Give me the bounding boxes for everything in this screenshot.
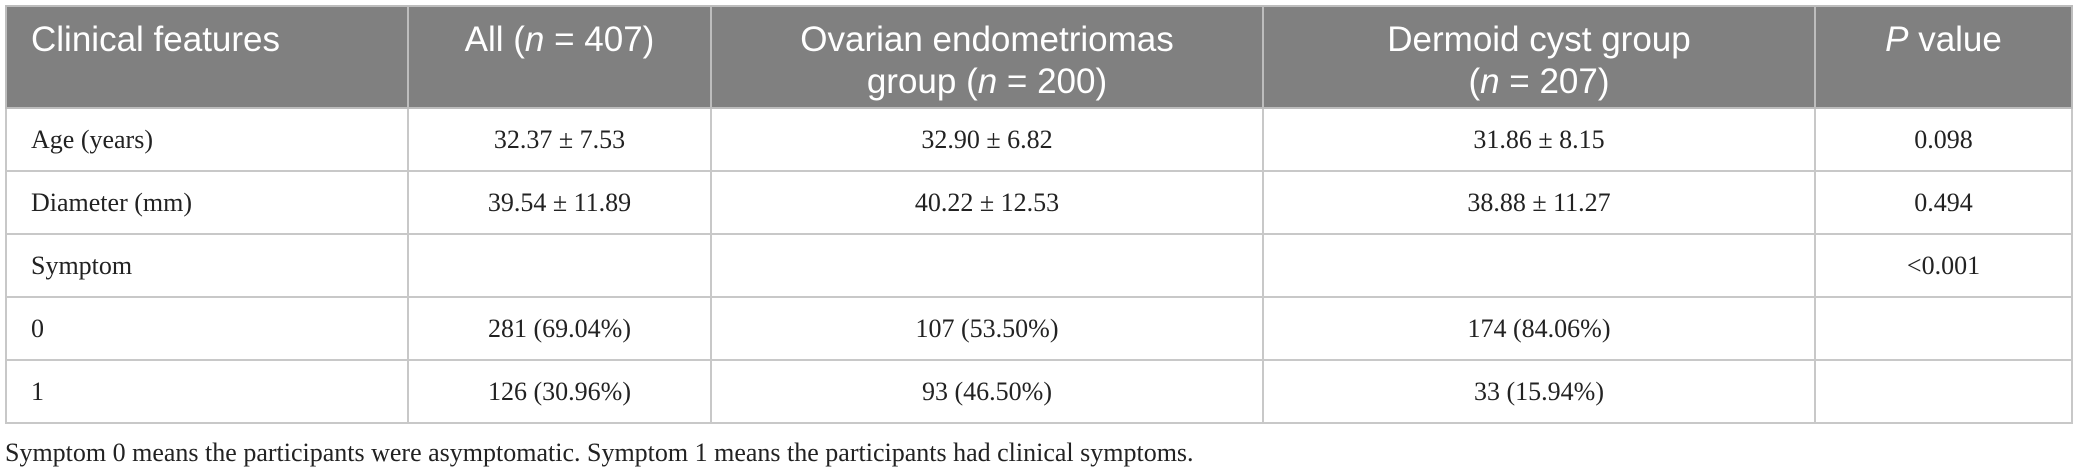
cell-ovarian: 107 (53.50%): [710, 296, 1264, 361]
cell-dermoid: 31.86 ± 8.15: [1262, 107, 1816, 172]
table-row-age: Age (years) 32.37 ± 7.53 32.90 ± 6.82 31…: [5, 107, 2073, 172]
cell-dermoid: [1262, 233, 1816, 298]
row-label: 1: [5, 359, 409, 424]
header-clinical-features: Clinical features: [5, 5, 409, 109]
cell-all: [407, 233, 712, 298]
table-body: Age (years) 32.37 ± 7.53 32.90 ± 6.82 31…: [5, 107, 2073, 424]
table-container: Clinical features All (n = 407) Ovarian …: [5, 5, 2073, 424]
cell-p-value: [1814, 296, 2073, 361]
cell-ovarian: 93 (46.50%): [710, 359, 1264, 424]
row-label: 0: [5, 296, 409, 361]
cell-all: 39.54 ± 11.89: [407, 170, 712, 235]
cell-p-value: [1814, 359, 2073, 424]
cell-p-value: 0.098: [1814, 107, 2073, 172]
cell-dermoid: 33 (15.94%): [1262, 359, 1816, 424]
table-header: Clinical features All (n = 407) Ovarian …: [5, 5, 2073, 109]
header-p-value: P value: [1814, 5, 2073, 109]
table-footnote: Symptom 0 means the participants were as…: [5, 438, 1194, 467]
header-all: All (n = 407): [407, 5, 712, 109]
cell-ovarian: 40.22 ± 12.53: [710, 170, 1264, 235]
cell-dermoid: 38.88 ± 11.27: [1262, 170, 1816, 235]
row-label: Symptom: [5, 233, 409, 298]
table-row-symptom-0: 0 281 (69.04%) 107 (53.50%) 174 (84.06%): [5, 296, 2073, 361]
clinical-features-table: Clinical features All (n = 407) Ovarian …: [5, 5, 2073, 424]
table-row-symptom-1: 1 126 (30.96%) 93 (46.50%) 33 (15.94%): [5, 359, 2073, 424]
cell-p-value: 0.494: [1814, 170, 2073, 235]
cell-ovarian: [710, 233, 1264, 298]
cell-all: 126 (30.96%): [407, 359, 712, 424]
table-row-diameter: Diameter (mm) 39.54 ± 11.89 40.22 ± 12.5…: [5, 170, 2073, 235]
cell-all: 32.37 ± 7.53: [407, 107, 712, 172]
table-row-symptom: Symptom <0.001: [5, 233, 2073, 298]
cell-ovarian: 32.90 ± 6.82: [710, 107, 1264, 172]
header-ovarian-endometriomas-group: Ovarian endometriomas group (n = 200): [710, 5, 1264, 109]
header-row: Clinical features All (n = 407) Ovarian …: [5, 5, 2073, 109]
row-label: Age (years): [5, 107, 409, 172]
cell-all: 281 (69.04%): [407, 296, 712, 361]
cell-dermoid: 174 (84.06%): [1262, 296, 1816, 361]
header-dermoid-cyst-group: Dermoid cyst group (n = 207): [1262, 5, 1816, 109]
cell-p-value: <0.001: [1814, 233, 2073, 298]
row-label: Diameter (mm): [5, 170, 409, 235]
